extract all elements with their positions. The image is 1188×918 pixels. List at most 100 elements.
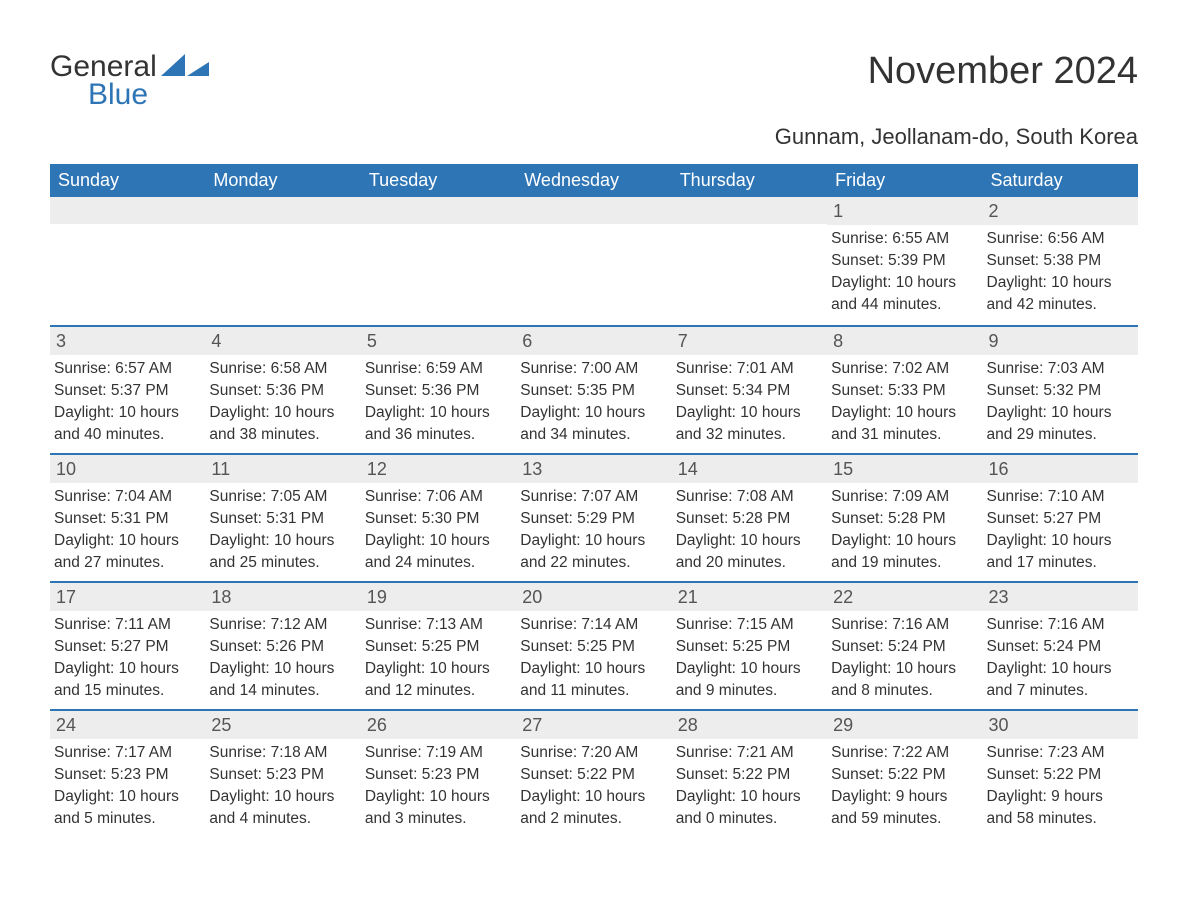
calendar-cell: 1Sunrise: 6:55 AMSunset: 5:39 PMDaylight… <box>827 197 982 325</box>
detail-sunrise: Sunrise: 7:01 AM <box>676 359 823 380</box>
detail-daylight2: and 22 minutes. <box>520 553 667 574</box>
detail-daylight1: Daylight: 10 hours <box>365 403 512 424</box>
day-details: Sunrise: 7:14 AMSunset: 5:25 PMDaylight:… <box>516 611 671 702</box>
detail-daylight1: Daylight: 10 hours <box>987 273 1134 294</box>
calendar-week: 24Sunrise: 7:17 AMSunset: 5:23 PMDayligh… <box>50 709 1138 837</box>
calendar-cell: 4Sunrise: 6:58 AMSunset: 5:36 PMDaylight… <box>205 327 360 453</box>
day-details: Sunrise: 7:08 AMSunset: 5:28 PMDaylight:… <box>672 483 827 574</box>
detail-sunrise: Sunrise: 6:55 AM <box>831 229 978 250</box>
detail-daylight1: Daylight: 10 hours <box>831 403 978 424</box>
calendar-cell: 29Sunrise: 7:22 AMSunset: 5:22 PMDayligh… <box>827 711 982 837</box>
calendar-cell: 12Sunrise: 7:06 AMSunset: 5:30 PMDayligh… <box>361 455 516 581</box>
calendar-cell: 14Sunrise: 7:08 AMSunset: 5:28 PMDayligh… <box>672 455 827 581</box>
detail-sunset: Sunset: 5:22 PM <box>987 765 1134 786</box>
detail-daylight2: and 2 minutes. <box>520 809 667 830</box>
detail-daylight2: and 31 minutes. <box>831 425 978 446</box>
calendar-cell: 11Sunrise: 7:05 AMSunset: 5:31 PMDayligh… <box>205 455 360 581</box>
calendar-cell <box>50 197 205 325</box>
detail-daylight1: Daylight: 10 hours <box>520 659 667 680</box>
detail-sunset: Sunset: 5:22 PM <box>676 765 823 786</box>
detail-sunrise: Sunrise: 7:20 AM <box>520 743 667 764</box>
location-text: Gunnam, Jeollanam-do, South Korea <box>50 124 1138 150</box>
day-details: Sunrise: 6:55 AMSunset: 5:39 PMDaylight:… <box>827 225 982 316</box>
calendar-cell <box>205 197 360 325</box>
day-number: 26 <box>361 711 516 739</box>
day-header-thursday: Thursday <box>672 164 827 197</box>
calendar-week: 3Sunrise: 6:57 AMSunset: 5:37 PMDaylight… <box>50 325 1138 453</box>
day-number: 27 <box>516 711 671 739</box>
calendar-cell: 20Sunrise: 7:14 AMSunset: 5:25 PMDayligh… <box>516 583 671 709</box>
day-number: 18 <box>205 583 360 611</box>
detail-daylight1: Daylight: 10 hours <box>676 531 823 552</box>
detail-daylight2: and 24 minutes. <box>365 553 512 574</box>
detail-daylight1: Daylight: 10 hours <box>54 659 201 680</box>
day-details: Sunrise: 7:03 AMSunset: 5:32 PMDaylight:… <box>983 355 1138 446</box>
calendar-cell: 8Sunrise: 7:02 AMSunset: 5:33 PMDaylight… <box>827 327 982 453</box>
detail-sunset: Sunset: 5:22 PM <box>831 765 978 786</box>
calendar: Sunday Monday Tuesday Wednesday Thursday… <box>50 164 1138 837</box>
day-number <box>205 197 360 224</box>
day-details: Sunrise: 7:16 AMSunset: 5:24 PMDaylight:… <box>827 611 982 702</box>
day-details: Sunrise: 7:15 AMSunset: 5:25 PMDaylight:… <box>672 611 827 702</box>
detail-sunset: Sunset: 5:35 PM <box>520 381 667 402</box>
detail-daylight2: and 25 minutes. <box>209 553 356 574</box>
detail-sunrise: Sunrise: 7:03 AM <box>987 359 1134 380</box>
detail-daylight2: and 7 minutes. <box>987 681 1134 702</box>
calendar-cell: 15Sunrise: 7:09 AMSunset: 5:28 PMDayligh… <box>827 455 982 581</box>
calendar-cell: 10Sunrise: 7:04 AMSunset: 5:31 PMDayligh… <box>50 455 205 581</box>
detail-daylight2: and 15 minutes. <box>54 681 201 702</box>
detail-daylight1: Daylight: 10 hours <box>365 531 512 552</box>
detail-sunset: Sunset: 5:23 PM <box>365 765 512 786</box>
detail-sunset: Sunset: 5:27 PM <box>987 509 1134 530</box>
day-details: Sunrise: 7:13 AMSunset: 5:25 PMDaylight:… <box>361 611 516 702</box>
detail-daylight2: and 59 minutes. <box>831 809 978 830</box>
detail-daylight2: and 8 minutes. <box>831 681 978 702</box>
detail-daylight2: and 42 minutes. <box>987 295 1134 316</box>
calendar-cell <box>361 197 516 325</box>
day-details: Sunrise: 7:05 AMSunset: 5:31 PMDaylight:… <box>205 483 360 574</box>
detail-daylight1: Daylight: 10 hours <box>209 659 356 680</box>
day-details: Sunrise: 6:57 AMSunset: 5:37 PMDaylight:… <box>50 355 205 446</box>
detail-daylight2: and 32 minutes. <box>676 425 823 446</box>
detail-sunset: Sunset: 5:33 PM <box>831 381 978 402</box>
detail-sunset: Sunset: 5:28 PM <box>676 509 823 530</box>
detail-sunset: Sunset: 5:23 PM <box>54 765 201 786</box>
calendar-cell: 19Sunrise: 7:13 AMSunset: 5:25 PMDayligh… <box>361 583 516 709</box>
detail-daylight1: Daylight: 10 hours <box>831 531 978 552</box>
detail-sunrise: Sunrise: 7:07 AM <box>520 487 667 508</box>
day-number: 28 <box>672 711 827 739</box>
day-details: Sunrise: 7:22 AMSunset: 5:22 PMDaylight:… <box>827 739 982 830</box>
day-details: Sunrise: 7:00 AMSunset: 5:35 PMDaylight:… <box>516 355 671 446</box>
calendar-week: 17Sunrise: 7:11 AMSunset: 5:27 PMDayligh… <box>50 581 1138 709</box>
day-header-friday: Friday <box>827 164 982 197</box>
day-number: 6 <box>516 327 671 355</box>
day-header-saturday: Saturday <box>983 164 1138 197</box>
day-details: Sunrise: 7:01 AMSunset: 5:34 PMDaylight:… <box>672 355 827 446</box>
detail-daylight2: and 20 minutes. <box>676 553 823 574</box>
calendar-cell <box>672 197 827 325</box>
detail-sunrise: Sunrise: 7:23 AM <box>987 743 1134 764</box>
day-details: Sunrise: 7:19 AMSunset: 5:23 PMDaylight:… <box>361 739 516 830</box>
day-number: 22 <box>827 583 982 611</box>
detail-sunrise: Sunrise: 7:14 AM <box>520 615 667 636</box>
detail-daylight2: and 29 minutes. <box>987 425 1134 446</box>
detail-sunset: Sunset: 5:36 PM <box>209 381 356 402</box>
day-details: Sunrise: 7:02 AMSunset: 5:33 PMDaylight:… <box>827 355 982 446</box>
detail-daylight1: Daylight: 10 hours <box>520 787 667 808</box>
day-number: 23 <box>983 583 1138 611</box>
calendar-cell: 28Sunrise: 7:21 AMSunset: 5:22 PMDayligh… <box>672 711 827 837</box>
calendar-cell: 25Sunrise: 7:18 AMSunset: 5:23 PMDayligh… <box>205 711 360 837</box>
calendar-cell: 18Sunrise: 7:12 AMSunset: 5:26 PMDayligh… <box>205 583 360 709</box>
detail-daylight1: Daylight: 10 hours <box>209 531 356 552</box>
detail-sunset: Sunset: 5:36 PM <box>365 381 512 402</box>
detail-daylight2: and 14 minutes. <box>209 681 356 702</box>
logo-flag-icon <box>161 54 209 76</box>
detail-sunrise: Sunrise: 7:19 AM <box>365 743 512 764</box>
detail-daylight2: and 11 minutes. <box>520 681 667 702</box>
detail-daylight2: and 58 minutes. <box>987 809 1134 830</box>
detail-sunrise: Sunrise: 7:16 AM <box>987 615 1134 636</box>
detail-daylight1: Daylight: 10 hours <box>987 531 1134 552</box>
detail-daylight2: and 40 minutes. <box>54 425 201 446</box>
calendar-cell: 30Sunrise: 7:23 AMSunset: 5:22 PMDayligh… <box>983 711 1138 837</box>
detail-sunset: Sunset: 5:29 PM <box>520 509 667 530</box>
